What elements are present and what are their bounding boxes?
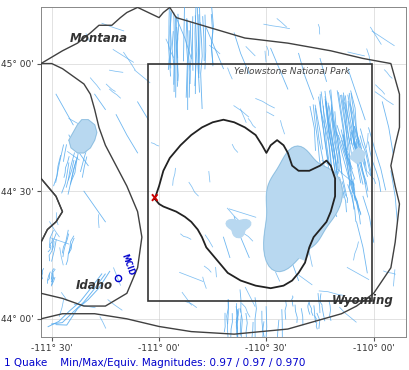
Text: Montana: Montana [70, 31, 128, 44]
Polygon shape [226, 219, 250, 238]
Text: Yellowstone National Park: Yellowstone National Park [234, 67, 349, 76]
Polygon shape [292, 242, 308, 260]
Bar [148, 64, 371, 301]
Polygon shape [69, 120, 97, 153]
Text: Idaho: Idaho [76, 279, 113, 292]
Polygon shape [263, 146, 342, 272]
Text: 1 Quake    Min/Max/Equiv. Magnitudes: 0.97 / 0.97 / 0.970: 1 Quake Min/Max/Equiv. Magnitudes: 0.97 … [4, 358, 305, 368]
Polygon shape [349, 148, 364, 163]
Text: Wyoming: Wyoming [331, 295, 393, 307]
Text: MCID: MCID [119, 252, 135, 277]
